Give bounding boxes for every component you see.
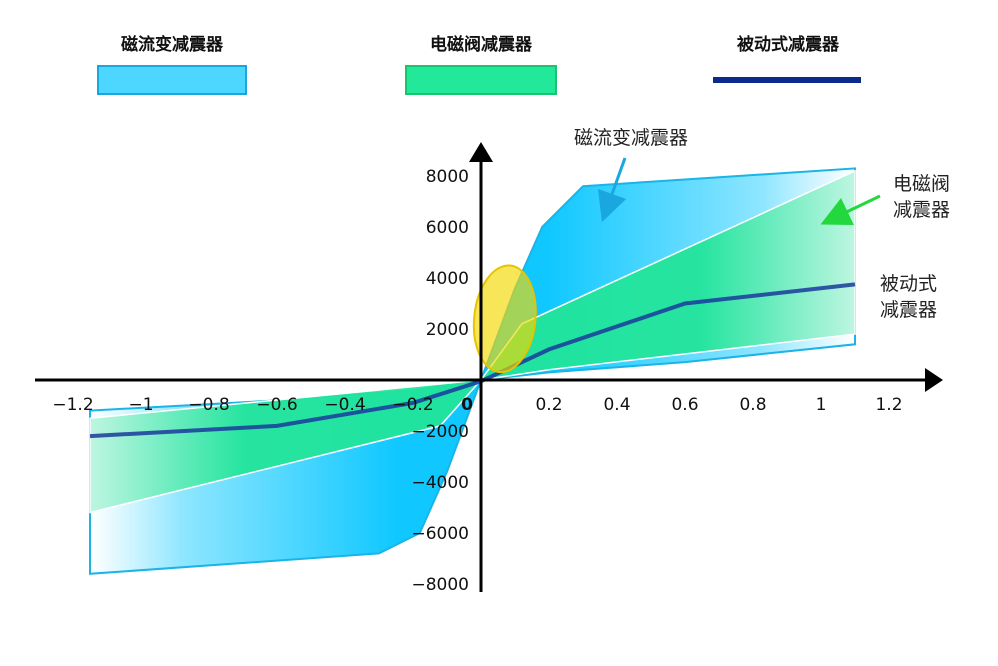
x-tick-label: 1 [816,395,827,415]
y-tick-label: −6000 [411,524,469,544]
x-tick-label: −0.6 [256,395,297,415]
solenoid-annotation-arrow [820,194,881,226]
y-axis-arrowhead [469,142,493,162]
x-tick-labels: −1.2 −1 −0.8 −0.6 −0.4 −0.2 0 0.2 0.4 0.6 0.8 1 1.2 [52,395,902,415]
x-tick-label: −1 [128,395,153,415]
legend-item-solenoid: 电磁阀减震器 [405,30,557,95]
solenoid-annotation-label-2: 减震器 [893,199,950,221]
x-tick-label: 0.2 [535,395,562,415]
x-tick-label: −1.2 [52,395,93,415]
y-tick-label: 4000 [426,269,469,289]
mr-annotation-label: 磁流变减震器 [574,127,688,149]
y-tick-label: 2000 [426,320,469,340]
legend-label-solenoid: 电磁阀减震器 [430,35,532,55]
legend-item-mr: 磁流变减震器 [97,30,247,95]
x-tick-label: −0.4 [324,395,365,415]
legend-swatch-passive [713,77,861,83]
legend-label-passive: 被动式减震器 [737,35,839,55]
y-tick-labels: 8000 6000 4000 2000 −2000 −4000 −6000 −8000 [411,167,469,595]
mr-annotation-arrow [597,157,627,223]
x-tick-label: −0.8 [188,395,229,415]
x-tick-label: −0.2 [392,395,433,415]
highlight-ellipse [472,264,537,374]
legend-label-mr: 磁流变减震器 [121,35,223,55]
x-tick-label: 0.6 [671,395,698,415]
y-tick-label: 6000 [426,218,469,238]
y-tick-label: −8000 [411,575,469,595]
legend: 磁流变减震器 电磁阀减震器 被动式减震器 [0,30,998,100]
legend-swatch-solenoid [405,65,557,95]
passive-annotation-label-2: 减震器 [880,299,937,321]
y-tick-label: 8000 [426,167,469,187]
x-tick-label: 1.2 [875,395,902,415]
x-tick-label: 0.8 [739,395,766,415]
y-tick-label: −2000 [411,422,469,442]
x-tick-label: 0 [461,395,473,415]
y-tick-label: −4000 [411,473,469,493]
legend-swatch-mr [97,65,247,95]
x-tick-label: 0.4 [603,395,630,415]
solenoid-annotation-label-1: 电磁阀 [893,173,950,195]
legend-item-passive: 被动式减震器 [713,30,863,83]
x-axis-arrowhead [925,368,943,392]
passive-annotation-label-1: 被动式 [880,273,937,295]
